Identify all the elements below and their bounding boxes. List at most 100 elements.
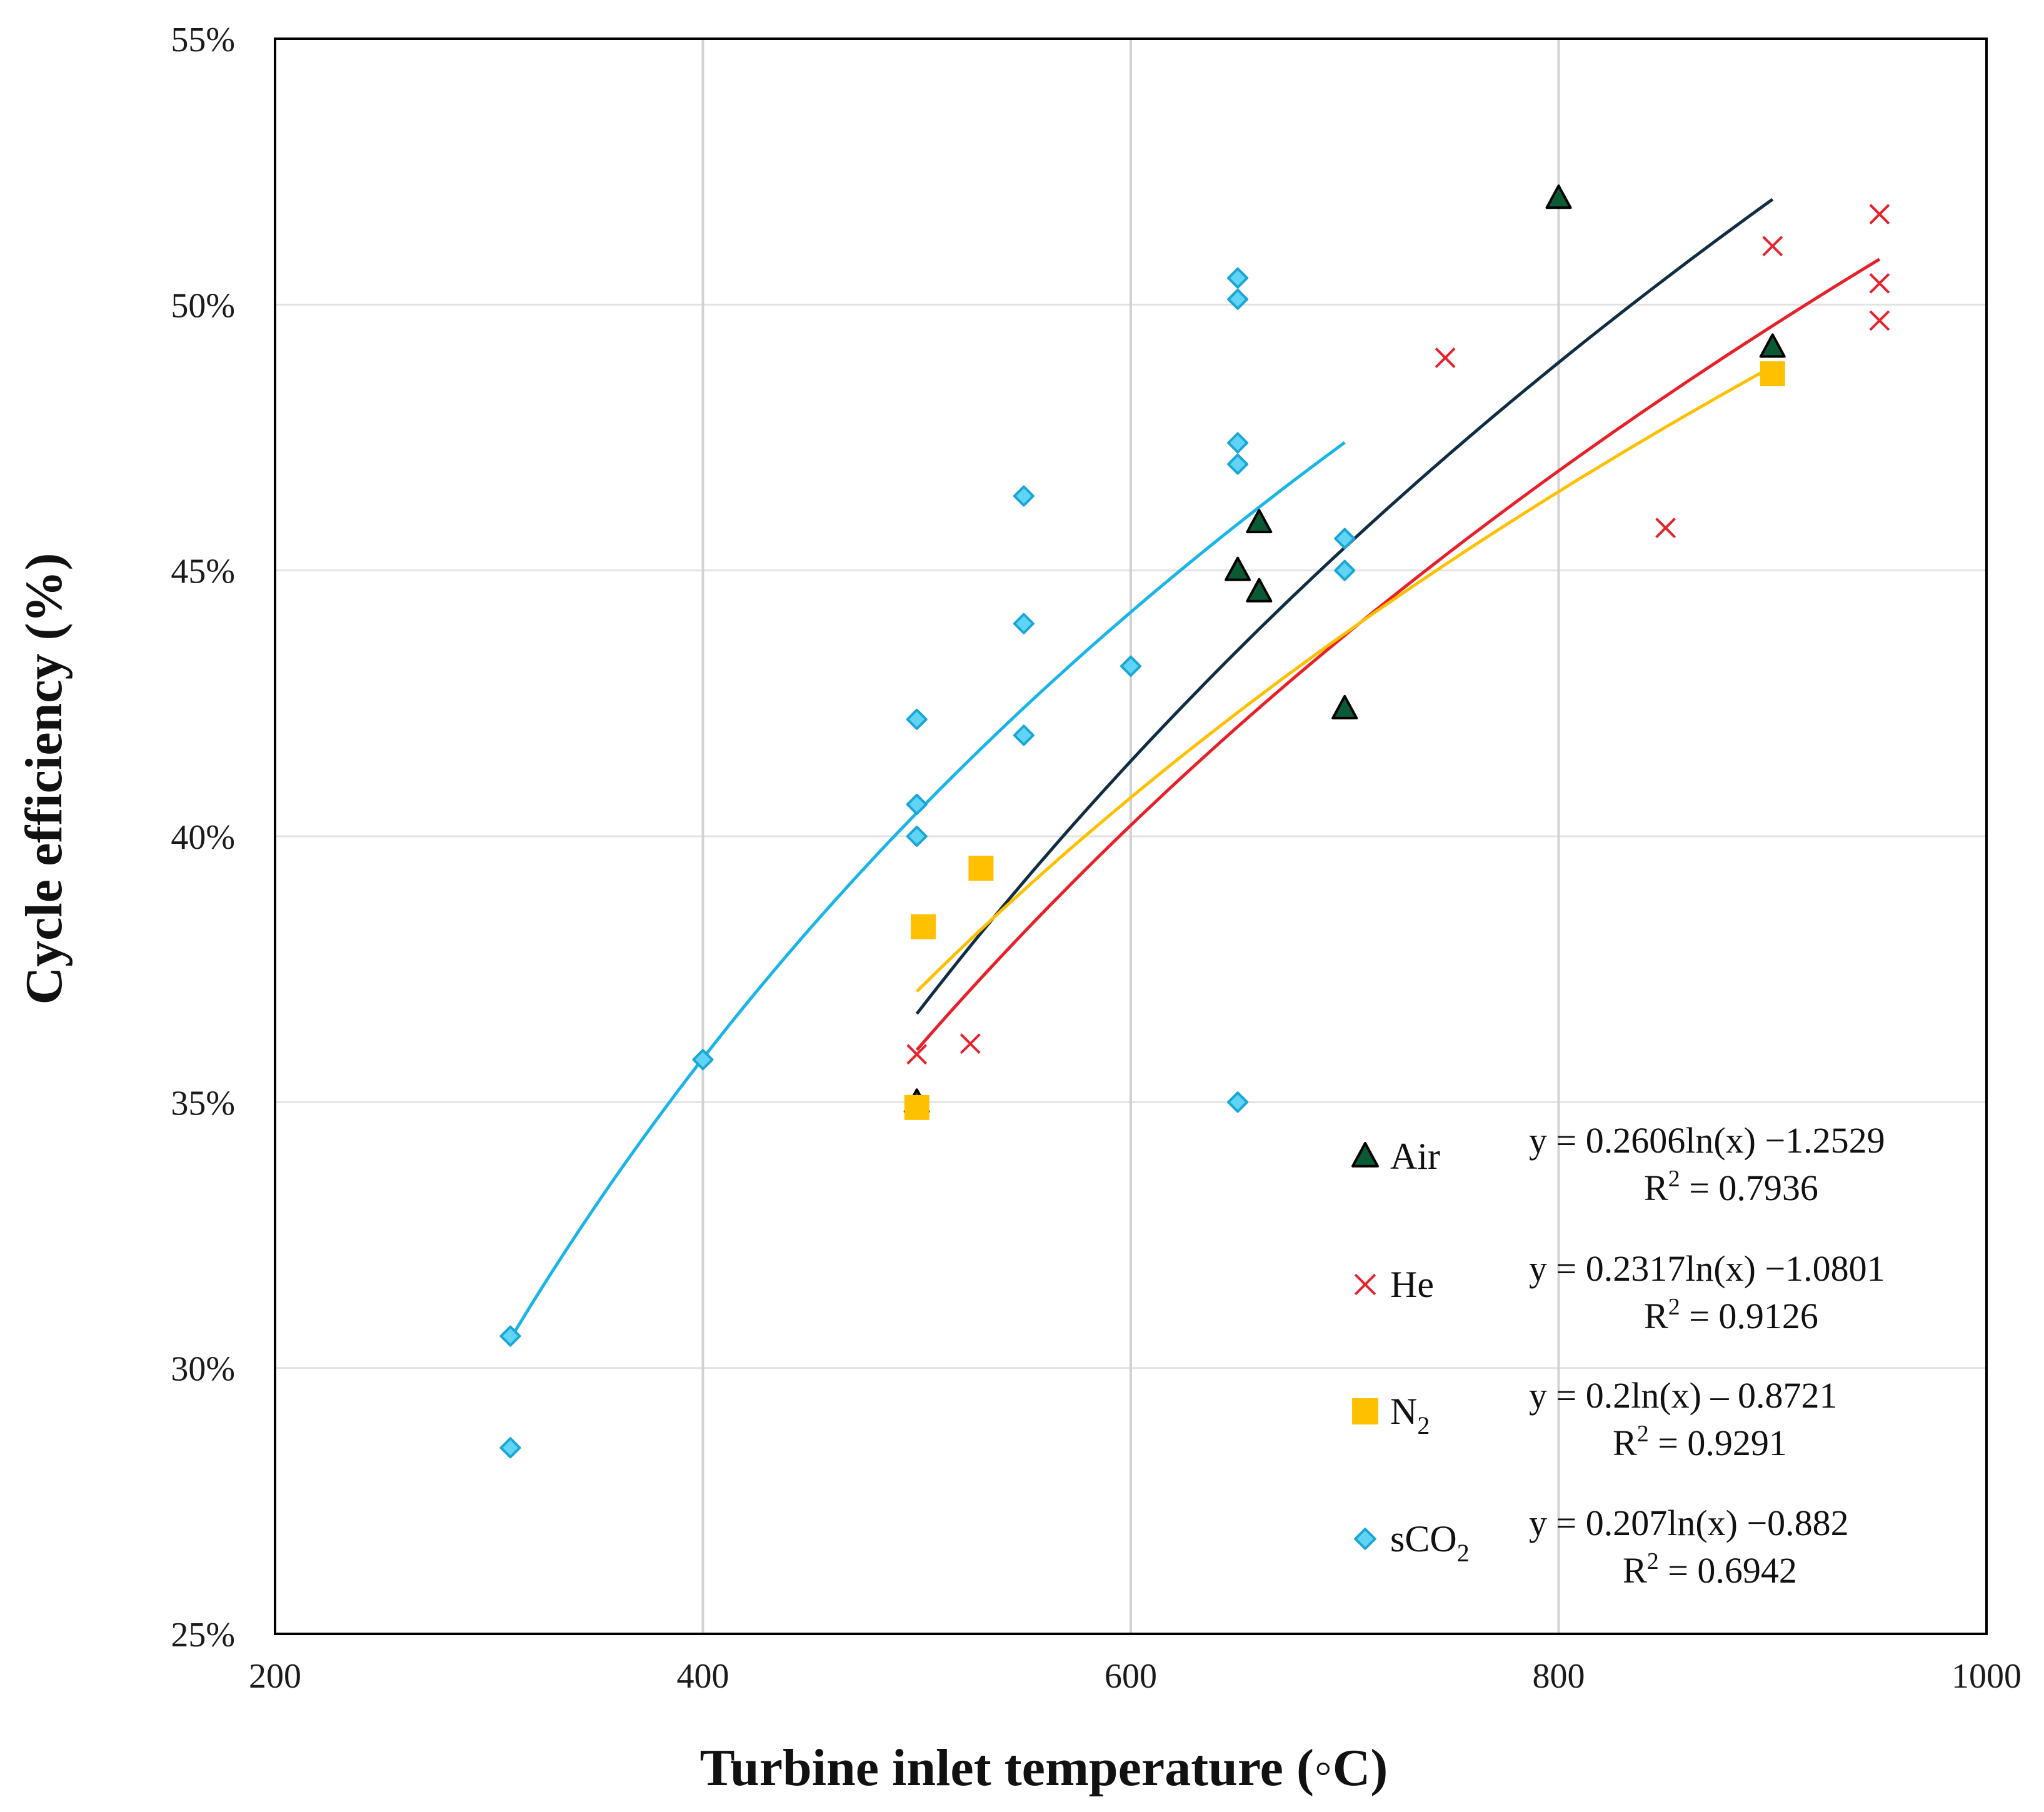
legend-label: Air [1390, 1136, 1440, 1177]
legend-equation: y = 0.2606ln(x) −1.2529 [1529, 1120, 1885, 1161]
point-n2 [1760, 361, 1785, 386]
r2-value: = 0.7936 [1680, 1168, 1818, 1208]
point-sco2 [1227, 267, 1249, 289]
point-n2 [911, 914, 936, 939]
y-tick-label: 45% [171, 553, 235, 591]
r2-power: 2 [1647, 1548, 1659, 1574]
legend-equation: y = 0.2ln(x) – 0.8721 [1529, 1375, 1837, 1416]
point-sco2 [1334, 528, 1356, 549]
point-air [1759, 333, 1786, 358]
x-axis-title: Turbine inlet temperature (◦C) [700, 1739, 1388, 1797]
point-air [1225, 556, 1251, 581]
x-mark-stroke [1354, 1273, 1376, 1296]
point-sco2 [1013, 485, 1035, 507]
x-tick-label: 1000 [1951, 1657, 2021, 1696]
y-tick-label: 50% [171, 286, 235, 325]
r2-power: 2 [1668, 1294, 1680, 1320]
legend-entry-he: He y = 0.2317ln(x) −1.0801 R2 = 0.9126 [1354, 1248, 1885, 1336]
point-sco2 [1227, 453, 1249, 475]
point-sco2 [692, 1049, 714, 1071]
point-sco2 [906, 793, 928, 815]
legend-label-main: N [1390, 1391, 1417, 1432]
r2-power: 2 [1637, 1421, 1649, 1447]
point-sco2 [906, 708, 928, 730]
point-sco2 [1013, 724, 1035, 746]
legend-r2: R2 = 0.6942 [1623, 1548, 1797, 1591]
point-sco2 [906, 826, 928, 847]
x-tick-label: 400 [677, 1657, 729, 1696]
x-mark-stroke [1762, 236, 1783, 257]
x-tick-label: 800 [1533, 1657, 1585, 1696]
point-he [1869, 273, 1890, 294]
point-air [1331, 694, 1358, 719]
trendline-sco2 [509, 441, 1346, 1340]
x-tick-label: 600 [1105, 1657, 1157, 1696]
point-he [1762, 236, 1783, 257]
legend-label-main: Air [1390, 1136, 1440, 1177]
point-he [1869, 204, 1890, 225]
r2-prefix: R [1644, 1296, 1668, 1336]
trendlines [509, 198, 1881, 1340]
point-sco2 [1013, 613, 1035, 634]
y-tick-label: 30% [171, 1350, 235, 1389]
point-sco2 [1334, 559, 1356, 581]
point-sco2 [499, 1325, 521, 1347]
legend-r2: R2 = 0.7936 [1644, 1166, 1818, 1208]
legend-label: He [1390, 1264, 1434, 1305]
legend-equation: y = 0.207ln(x) −0.882 [1529, 1503, 1849, 1543]
legend-marker-air [1351, 1142, 1379, 1168]
point-sco2 [1227, 1091, 1249, 1113]
legend-r2: R2 = 0.9291 [1613, 1421, 1787, 1463]
y-tick-label: 25% [171, 1616, 235, 1654]
trendline-he [915, 258, 1881, 1051]
trendline-n2 [916, 365, 1774, 993]
r2-value: = 0.9291 [1649, 1423, 1787, 1463]
point-sco2 [1227, 432, 1249, 454]
r2-power: 2 [1668, 1166, 1680, 1192]
x-mark-stroke [959, 1033, 981, 1054]
r2-prefix: R [1613, 1423, 1637, 1463]
plot-frame [274, 38, 1988, 1635]
y-axis-title: Cycle efficiency (%) [15, 553, 73, 1005]
point-he [1869, 310, 1890, 331]
x-mark-stroke [1869, 273, 1890, 294]
legend-marker-sco2 [1354, 1528, 1376, 1550]
legend-label: N2 [1390, 1391, 1430, 1439]
legend-entry-sco2: sCO2 y = 0.207ln(x) −0.882 R2 = 0.6942 [1354, 1503, 1849, 1591]
point-air [1246, 509, 1273, 534]
legend-label-main: He [1390, 1264, 1434, 1305]
point-he [906, 1044, 928, 1065]
point-sco2 [1120, 655, 1141, 677]
r2-value: = 0.6942 [1659, 1550, 1797, 1591]
x-mark-stroke [1435, 347, 1456, 368]
legend-entry-air: Air y = 0.2606ln(x) −1.2529 R2 = 0.7936 [1351, 1120, 1885, 1208]
y-tick-label: 55% [171, 21, 235, 59]
legend-label-sub: 2 [1417, 1411, 1430, 1439]
r2-value: = 0.9126 [1680, 1296, 1818, 1336]
x-tick-label: 200 [249, 1657, 301, 1696]
x-mark-stroke [906, 1044, 928, 1065]
point-n2 [904, 1094, 929, 1120]
x-mark-stroke [1869, 204, 1890, 225]
grid [275, 39, 1986, 1634]
point-air [1545, 184, 1572, 209]
legend-r2: R2 = 0.9126 [1644, 1294, 1818, 1336]
point-he [1435, 347, 1456, 368]
point-air [1246, 578, 1273, 603]
legend-equation: y = 0.2317ln(x) −1.0801 [1529, 1248, 1885, 1289]
data-points [499, 184, 1890, 1459]
legend-marker-he [1354, 1273, 1376, 1296]
point-he [1655, 518, 1676, 539]
y-tick-label: 35% [171, 1084, 235, 1123]
r2-prefix: R [1644, 1168, 1668, 1208]
legend-label: sCO2 [1390, 1518, 1470, 1567]
legend-marker-n2 [1352, 1398, 1378, 1424]
legend-label-sub: 2 [1457, 1539, 1470, 1567]
point-sco2 [499, 1437, 521, 1459]
point-n2 [968, 856, 994, 881]
tick-labels: 200 400 600 800 1000 25% 30% 35% 40% 45% 50% 55% [171, 21, 2021, 1696]
x-mark-stroke [1655, 518, 1676, 539]
